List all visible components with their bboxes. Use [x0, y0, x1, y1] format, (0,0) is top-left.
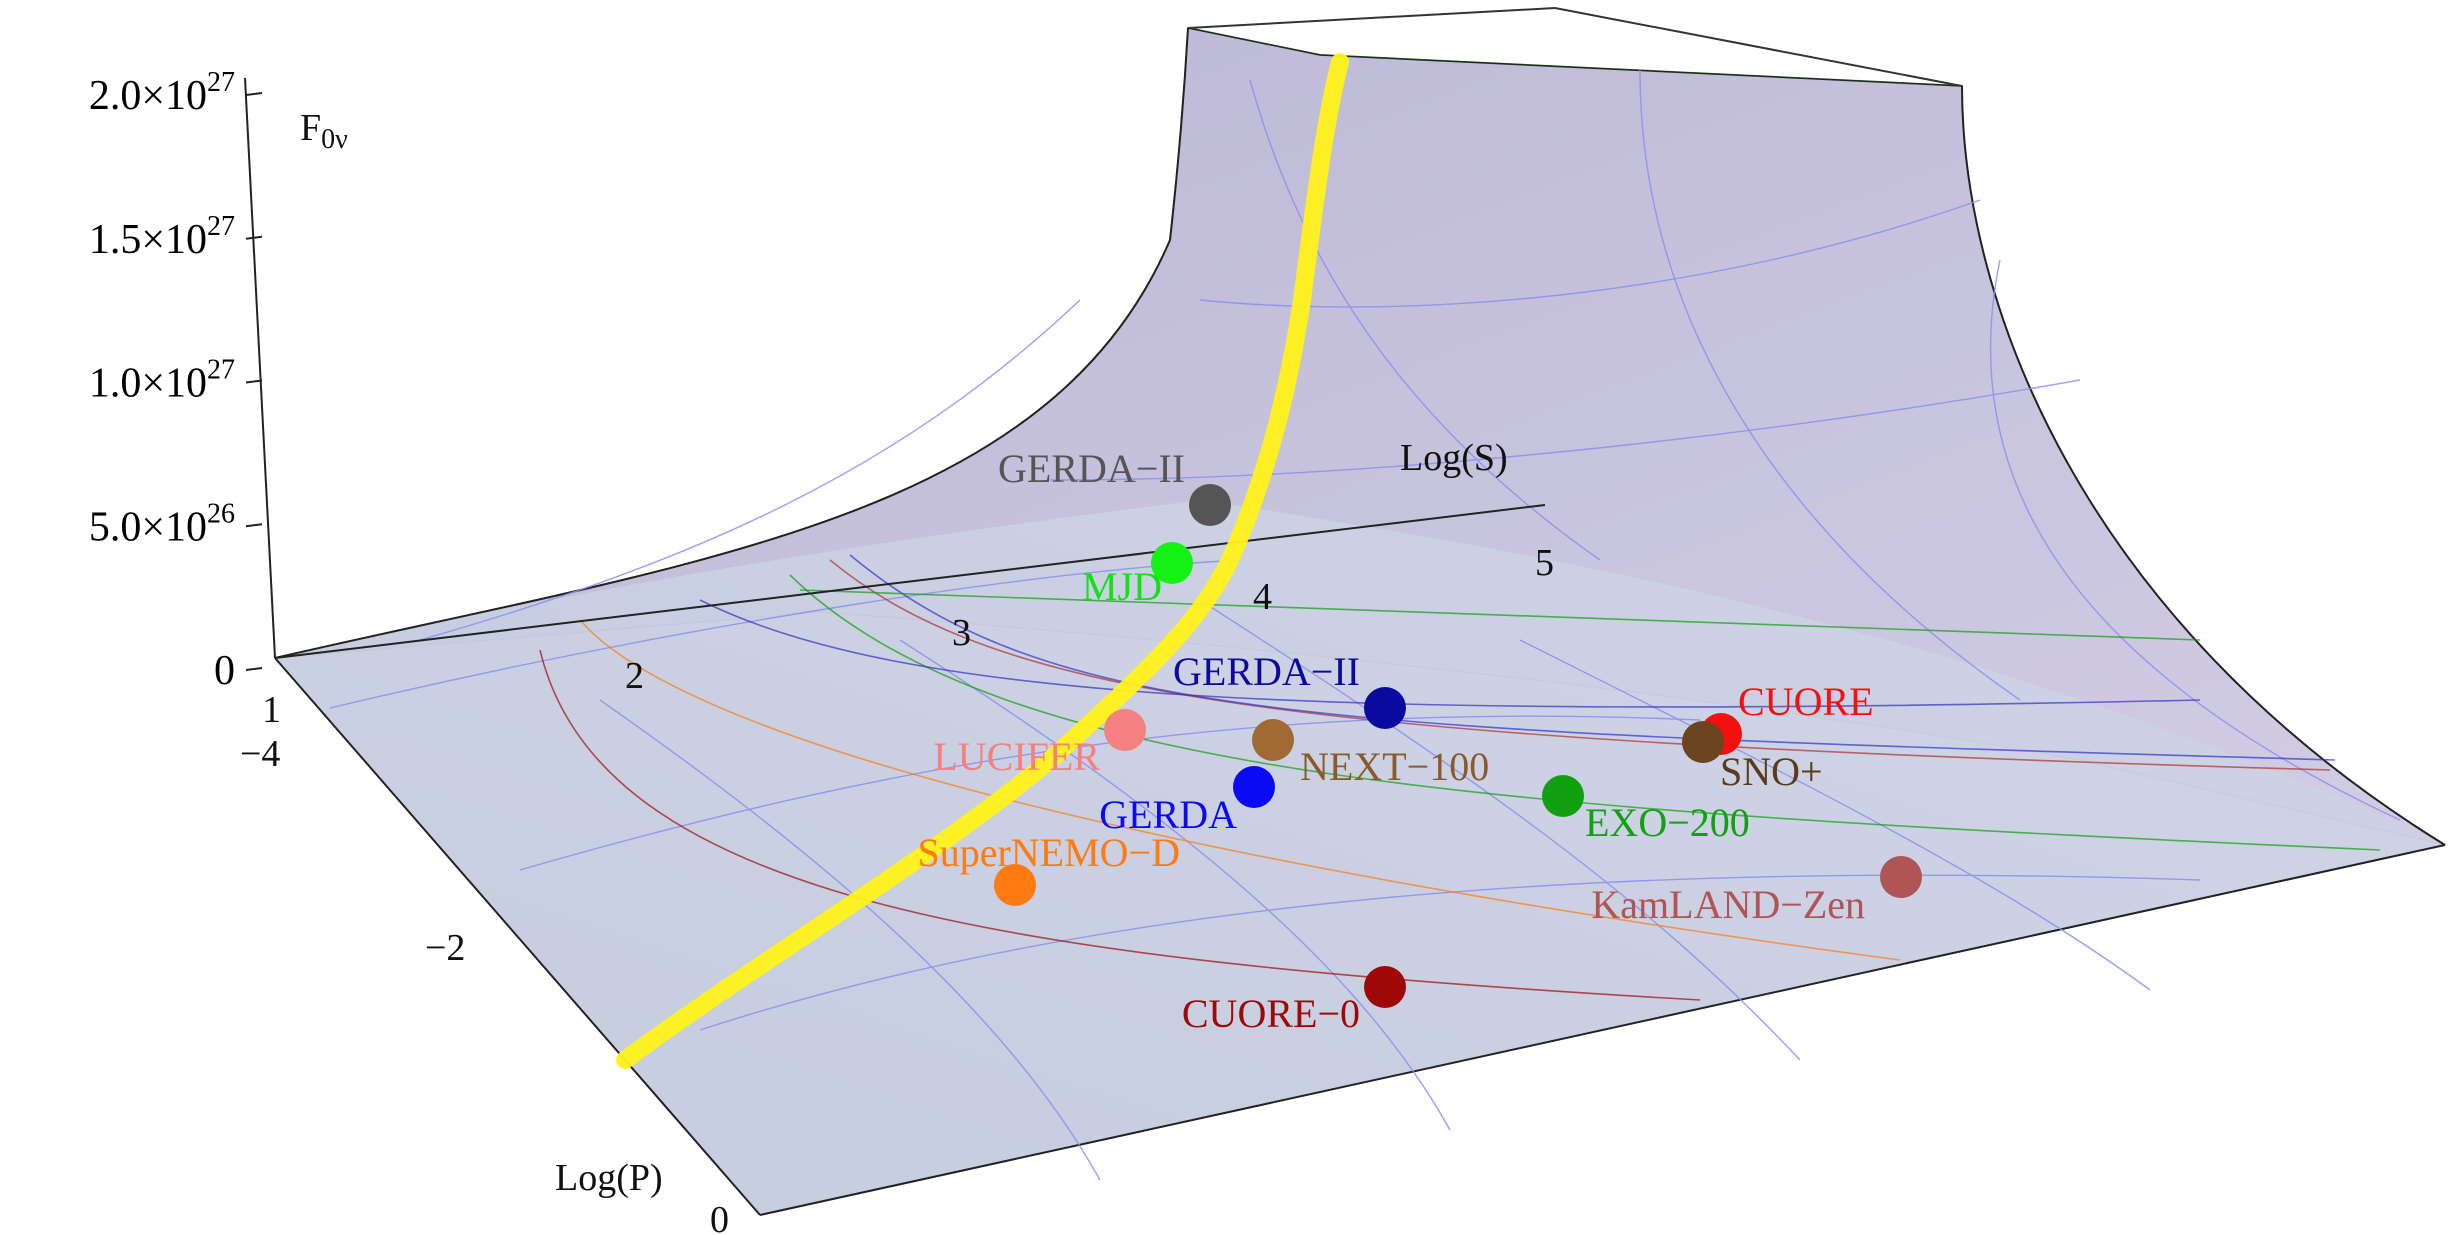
experiment-point: [1151, 542, 1193, 584]
experiment-point: [1233, 766, 1275, 808]
mesh-line: [1249, 79, 1601, 561]
experiment-point: [1880, 856, 1922, 898]
mesh-line: [329, 559, 1241, 709]
z-tick-label: 1.5×1027: [89, 211, 235, 263]
z-tick: [245, 235, 263, 240]
experiment-label: CUORE: [1738, 679, 1874, 724]
x-tick-label: 3: [952, 612, 971, 654]
x-tick-label: 1: [262, 689, 281, 731]
mesh-line: [1519, 639, 2151, 991]
experiment-label: SNO+: [1720, 749, 1823, 794]
x-tick-label: 5: [1535, 542, 1554, 584]
z-tick: [245, 92, 263, 96]
y-tick-labels: −4 −2 0: [240, 733, 729, 1235]
y-tick-label: −2: [425, 927, 465, 969]
mesh-line: [419, 299, 1081, 641]
contour-line: [849, 554, 2336, 761]
mesh-line: [1639, 69, 2021, 701]
x-tick-label: 4: [1253, 576, 1272, 618]
z-tick-label: 2.0×1027: [89, 67, 235, 119]
experiment-contours: [539, 554, 2381, 1001]
x-axis-title: Log(S): [1400, 437, 1508, 479]
z-tick: [245, 379, 263, 384]
y-axis-title: Log(P): [555, 1157, 663, 1199]
experiment-point: [1104, 709, 1146, 751]
experiment-point: [1252, 719, 1294, 761]
experiment-point: [1542, 775, 1584, 817]
experiment-point: [1682, 721, 1724, 763]
contour-line: [829, 559, 2331, 771]
experiment-label: EXO−200: [1585, 800, 1750, 845]
experiment-label: CUORE−0: [1182, 991, 1360, 1036]
experiment-label: KamLAND−Zen: [1591, 882, 1865, 927]
z-axis-title: F0ν: [300, 107, 348, 155]
experiment-label: LUCIFER: [933, 734, 1100, 779]
z-tick-labels: 0 5.0×1026 1.0×1027 1.5×1027 2.0×1027: [89, 67, 235, 694]
surface-front: [275, 500, 2445, 1215]
axes: [244, 77, 1546, 1216]
mesh-line: [899, 639, 1451, 1131]
experiment-label: GERDA: [1099, 792, 1237, 837]
contour-line: [539, 649, 1701, 1001]
experiment-point: [994, 864, 1036, 906]
contour-line: [789, 574, 2381, 851]
optimal-curve: [616, 53, 1349, 1069]
x-tick-label: 2: [625, 655, 644, 697]
x-tick-labels: 1 2 3 4 5: [262, 542, 1554, 731]
y-tick-label: 0: [710, 1199, 729, 1235]
experiment-label: NEXT−100: [1300, 744, 1489, 789]
z-tick-label: 1.0×1027: [89, 355, 235, 407]
z-tick-label: 5.0×1026: [89, 498, 235, 550]
mesh-line: [519, 715, 1701, 871]
mesh-line: [1199, 599, 1801, 1061]
contour-line: [579, 619, 1901, 961]
y-tick-label: −4: [240, 733, 280, 775]
contour-line: [699, 599, 2201, 708]
z-tick-label: 0: [214, 648, 235, 694]
z-tick: [245, 667, 263, 671]
surface-mesh: [329, 69, 2401, 1181]
experiment-label: GERDA−II: [1173, 649, 1360, 694]
contour-line: [799, 589, 2201, 641]
mesh-line: [1989, 259, 2401, 821]
mesh-line: [699, 874, 2201, 1031]
experiment-label: SuperNEMO−D: [917, 830, 1180, 875]
experiment-point: [1364, 687, 1406, 729]
experiment-point: [1189, 484, 1231, 526]
surface-edges: [274, 27, 2446, 1216]
experiment-label: GERDA−II: [998, 446, 1185, 491]
mesh-line: [599, 699, 1101, 1181]
mesh-line: [1049, 379, 2081, 481]
experiment-point: [1364, 966, 1406, 1008]
experiment-label: MJD: [1082, 564, 1162, 609]
axis-ticks: [245, 92, 263, 671]
z-tick: [245, 523, 263, 528]
